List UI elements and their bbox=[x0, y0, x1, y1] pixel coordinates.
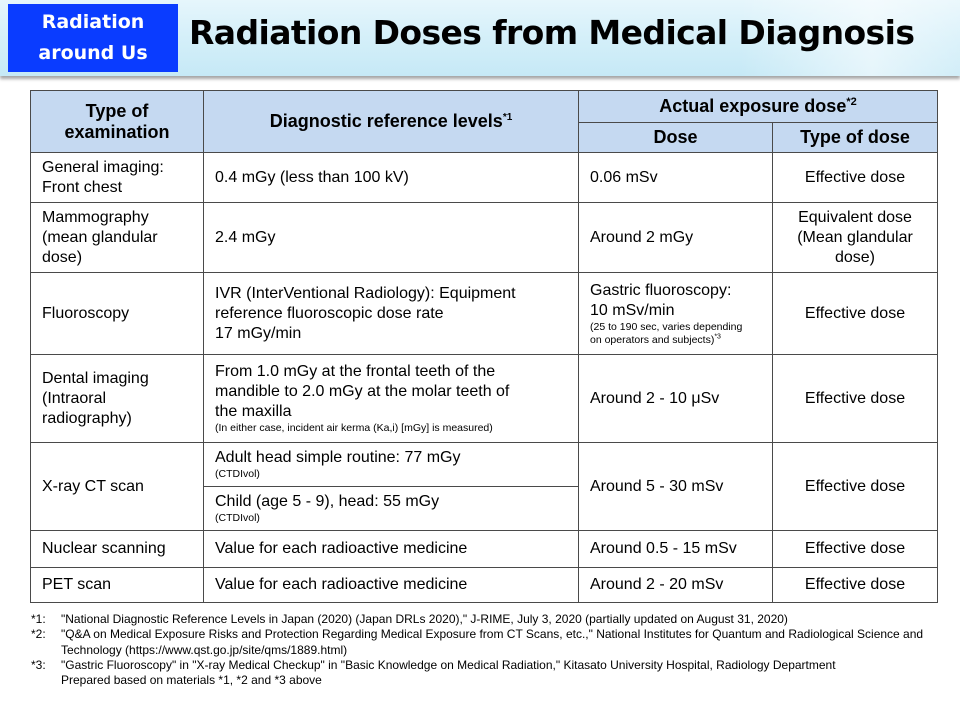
table-row: Child (age 5 - 9), head: 55 mGy (CTDIvol… bbox=[31, 486, 938, 531]
cell-note: (CTDIvol) bbox=[215, 468, 260, 480]
cell-text: 10 mSv/min bbox=[590, 301, 675, 319]
cell-text: Gastric fluoroscopy: bbox=[590, 281, 732, 299]
cell-drl: 0.4 mGy (less than 100 kV) bbox=[203, 152, 579, 203]
footnote-ref: *1 bbox=[502, 112, 513, 123]
badge-line-1: Radiation bbox=[41, 11, 145, 33]
cell-drl-child: Child (age 5 - 9), head: 55 mGy (CTDIvol… bbox=[203, 486, 579, 531]
cell-dose-type: Equivalent dose (Mean glandular dose) bbox=[772, 202, 938, 273]
cell-dose: 0.06 mSv bbox=[578, 152, 773, 203]
cell-dose: Around 2 - 10 μSv bbox=[578, 354, 773, 443]
cell-dose-type: Effective dose bbox=[772, 354, 938, 443]
footnotes: *1: "National Diagnostic Reference Level… bbox=[31, 612, 941, 688]
cell-exam: PET scan bbox=[30, 567, 204, 603]
header-dose: Dose bbox=[578, 122, 773, 153]
header-type-of-examination: Type of examination bbox=[30, 90, 204, 153]
footnote-text: "Q&A on Medical Exposure Risks and Prote… bbox=[61, 627, 924, 657]
cell-dose-type: Effective dose bbox=[772, 567, 938, 603]
cell-note: on operators and subjects)*3 bbox=[590, 333, 761, 347]
footnote-marker: *1: bbox=[31, 612, 46, 626]
cell-text: Adult head simple routine: 77 mGy bbox=[215, 449, 461, 466]
cell-note: (25 to 190 sec, varies depending bbox=[590, 320, 743, 333]
cell-note: (CTDIvol) bbox=[215, 512, 260, 524]
badge-line-2: around Us bbox=[38, 42, 148, 64]
cell-text: dose) bbox=[42, 248, 83, 266]
cell-text: (mean glandular bbox=[42, 228, 158, 246]
footnote-3: *3: "Gastric Fluoroscopy" in "X-ray Medi… bbox=[31, 658, 941, 673]
cell-text: Mammography bbox=[42, 208, 149, 226]
footnote-source: Prepared based on materials *1, *2 and *… bbox=[61, 673, 322, 688]
table-row: Fluoroscopy IVR (InterVentional Radiolog… bbox=[30, 272, 938, 355]
cell-text: General imaging: bbox=[42, 158, 164, 176]
cell-dose-type: Effective dose bbox=[772, 442, 938, 531]
footnote-ref: *3 bbox=[714, 333, 721, 340]
table-row: Nuclear scanning Value for each radioact… bbox=[30, 530, 938, 568]
cell-text: (Intraoral bbox=[42, 389, 107, 407]
cell-text: (Mean glandular bbox=[797, 228, 913, 246]
cell-text: IVR (InterVentional Radiology): Equipmen… bbox=[215, 284, 516, 302]
header-text: examination bbox=[64, 121, 170, 142]
header-type-of-dose: Type of dose bbox=[772, 122, 938, 153]
cell-dose: Gastric fluoroscopy: 10 mSv/min (25 to 1… bbox=[578, 272, 773, 355]
cell-exam: X-ray CT scan bbox=[30, 442, 204, 531]
cell-dose: Around 2 mGy bbox=[578, 202, 773, 273]
cell-exam: Nuclear scanning bbox=[30, 530, 204, 568]
cell-exam: Mammography (mean glandular dose) bbox=[30, 202, 204, 273]
footnote-marker: *3: bbox=[31, 657, 46, 672]
cell-text: radiography) bbox=[42, 409, 132, 427]
table-row: Dental imaging (Intraoral radiography) F… bbox=[30, 354, 938, 443]
footnote-marker: *2: bbox=[31, 627, 46, 642]
cell-note: (In either case, incident air kerma (Ka,… bbox=[215, 422, 493, 434]
cell-text: dose) bbox=[834, 248, 876, 266]
cell-dose-type: Effective dose bbox=[772, 530, 938, 568]
header-text: Type of bbox=[85, 100, 149, 121]
header-actual-exposure-dose: Actual exposure dose*2 bbox=[578, 90, 938, 123]
cell-text: reference fluoroscopic dose rate bbox=[215, 304, 444, 322]
cell-text: the maxilla bbox=[215, 403, 292, 420]
cell-drl: Value for each radioactive medicine bbox=[203, 567, 579, 603]
page-title: Radiation Doses from Medical Diagnosis bbox=[189, 13, 915, 52]
cell-text: From 1.0 mGy at the frontal teeth of the bbox=[215, 363, 496, 380]
table-row: PET scan Value for each radioactive medi… bbox=[30, 567, 938, 603]
cell-text: 17 mGy/min bbox=[215, 324, 302, 342]
cell-drl-adult: Adult head simple routine: 77 mGy (CTDIv… bbox=[203, 442, 579, 487]
cell-dose: Around 5 - 30 mSv bbox=[578, 442, 773, 531]
cell-text: Dental imaging bbox=[42, 369, 149, 387]
cell-drl: 2.4 mGy bbox=[203, 202, 579, 273]
footnote-text: "Gastric Fluoroscopy" in "X-ray Medical … bbox=[61, 657, 836, 672]
header-text: Diagnostic reference levels bbox=[269, 111, 503, 131]
table-row: Mammography (mean glandular dose) 2.4 mG… bbox=[30, 202, 938, 273]
table-row: X-ray CT scan Adult head simple routine:… bbox=[30, 442, 938, 531]
footnote-text: "National Diagnostic Reference Levels in… bbox=[61, 612, 788, 626]
header-text: Actual exposure dose bbox=[659, 96, 847, 116]
cell-exam: Dental imaging (Intraoral radiography) bbox=[30, 354, 204, 443]
category-badge: Radiation around Us bbox=[8, 4, 178, 72]
footnote-1: *1: "National Diagnostic Reference Level… bbox=[31, 612, 941, 627]
footnote-2: *2: "Q&A on Medical Exposure Risks and P… bbox=[31, 627, 941, 658]
cell-text: Equivalent dose bbox=[798, 208, 912, 226]
cell-dose: Around 2 - 20 mSv bbox=[578, 567, 773, 603]
cell-dose: Around 0.5 - 15 mSv bbox=[578, 530, 773, 568]
cell-drl: From 1.0 mGy at the frontal teeth of the… bbox=[203, 354, 579, 443]
cell-dose-type: Effective dose bbox=[772, 152, 938, 203]
cell-text: Child (age 5 - 9), head: 55 mGy bbox=[215, 493, 440, 510]
cell-drl: IVR (InterVentional Radiology): Equipmen… bbox=[203, 272, 579, 355]
cell-text: Front chest bbox=[42, 178, 123, 196]
cell-exam: Fluoroscopy bbox=[30, 272, 204, 355]
cell-note-text: on operators and subjects) bbox=[590, 333, 715, 346]
header-diagnostic-reference-levels: Diagnostic reference levels*1 bbox=[203, 90, 579, 153]
cell-text: mandible to 2.0 mGy at the molar teeth o… bbox=[215, 383, 510, 400]
radiation-dose-table: Type of examination Diagnostic reference… bbox=[30, 90, 938, 603]
footnote-ref: *2 bbox=[846, 96, 857, 108]
cell-drl: Value for each radioactive medicine bbox=[203, 530, 579, 568]
cell-dose-type: Effective dose bbox=[772, 272, 938, 355]
cell-exam: General imaging: Front chest bbox=[30, 152, 204, 203]
table-row: General imaging: Front chest 0.4 mGy (le… bbox=[30, 152, 938, 203]
